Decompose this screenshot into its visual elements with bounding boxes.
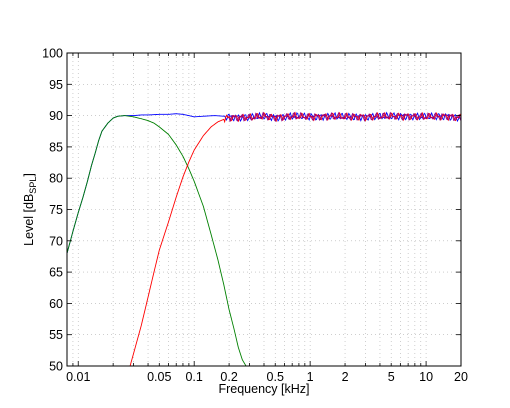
x-tick-label: 0.05 xyxy=(147,370,171,384)
y-tick-label: 100 xyxy=(42,47,63,61)
x-tick-label: 1 xyxy=(307,370,314,384)
y-tick-label: 70 xyxy=(49,234,63,248)
series-line-1 xyxy=(67,111,461,254)
x-tick-label: 0.2 xyxy=(220,370,237,384)
y-tick-label: 90 xyxy=(49,109,63,123)
y-axis-label: Level [dBSPL] xyxy=(22,173,38,246)
y-tick-label: 55 xyxy=(49,328,63,342)
series-line-2 xyxy=(67,115,247,366)
tick-labels-group: 50 55 60 65 70 75 80 85 90 95 100 0.01 0.05 0.1 0.2 0.5… xyxy=(42,47,468,385)
x-tick-label: 20 xyxy=(454,370,468,384)
x-axis-label: Frequency [kHz] xyxy=(218,382,309,396)
y-tick-label: 65 xyxy=(49,266,63,280)
x-tick-label: 0.5 xyxy=(267,370,284,384)
x-tick-label: 2 xyxy=(342,370,349,384)
x-tick-label: 0.01 xyxy=(66,370,90,384)
y-tick-label: 95 xyxy=(49,78,63,92)
y-tick-label: 50 xyxy=(49,360,63,374)
y-tick-label: 80 xyxy=(49,172,63,186)
y-axis-label-main: Level [dB xyxy=(22,194,36,246)
y-axis-label-subscript: SPL xyxy=(28,177,38,194)
y-tick-label: 75 xyxy=(49,203,63,217)
x-tick-label: 10 xyxy=(419,370,433,384)
y-tick-label: 85 xyxy=(49,140,63,154)
series-group xyxy=(67,111,461,366)
x-tick-label: 0.1 xyxy=(185,370,202,384)
x-tick-label: 5 xyxy=(388,370,395,384)
series-line-4 xyxy=(228,111,461,123)
ticks-group xyxy=(66,52,462,367)
y-tick-label: 60 xyxy=(49,297,63,311)
y-axis-label-close: ] xyxy=(22,173,36,176)
grid xyxy=(66,53,462,366)
